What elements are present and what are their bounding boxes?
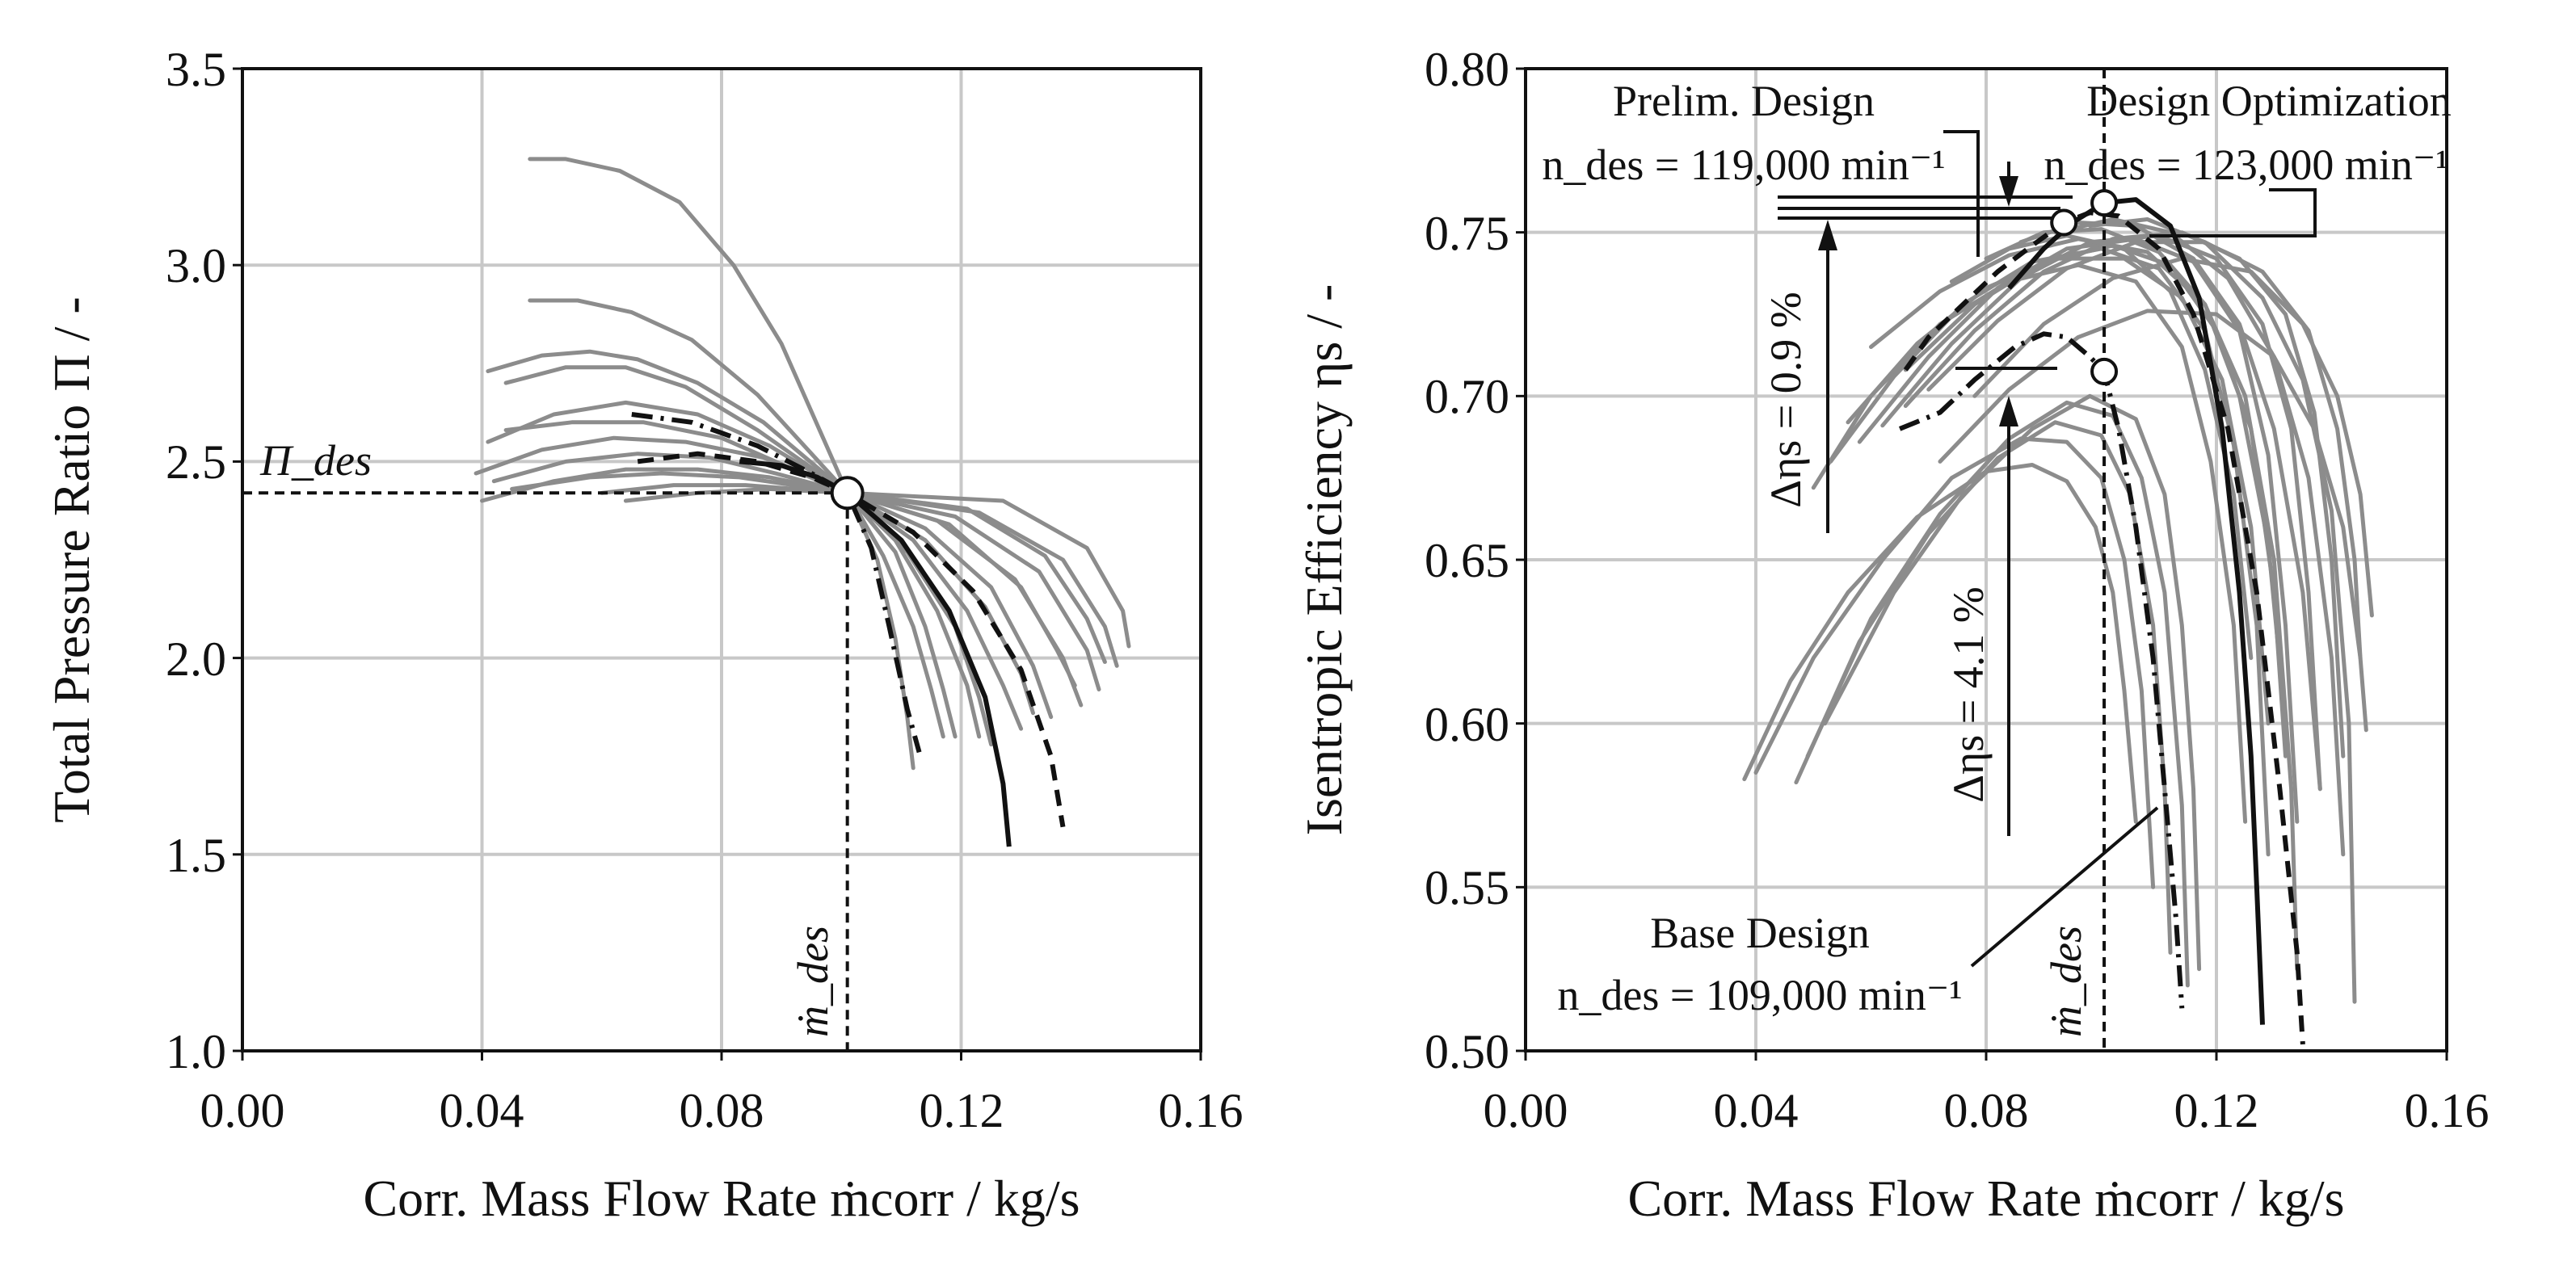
x-tick-label: 0.16	[1159, 1084, 1244, 1137]
y-tick-label: 3.5	[166, 43, 226, 96]
pressure-ratio-x-tick-labels: 0.00 0.04 0.08 0.12 0.16	[200, 1084, 1244, 1137]
peak-efficiency-marker	[2050, 208, 2078, 237]
efficiency-chart: 0.50 0.55 0.60 0.65 0.70 0.75 0.80 0.00 …	[1295, 43, 2490, 1227]
x-tick-label: 0.00	[1484, 1084, 1568, 1137]
peak-efficiency-marker	[2090, 189, 2119, 217]
variant-curve	[486, 349, 850, 495]
variant-curve	[845, 490, 915, 771]
pressure-ratio-y-tick-labels: 1.0 1.5 2.0 2.5 3.0 3.5	[166, 43, 226, 1078]
pressure-ratio-design-point	[830, 476, 865, 510]
highlight-curve	[739, 459, 1012, 847]
y-tick-label: 0.50	[1425, 1025, 1509, 1078]
efficiency-x-axis-label: Corr. Mass Flow Rate ṁcorr / kg/s	[1627, 1170, 2344, 1227]
arrow-head	[1999, 396, 2018, 426]
x-tick-label: 0.12	[2174, 1084, 2259, 1137]
highlight-curve	[1903, 210, 2305, 1045]
variant-curve	[1811, 263, 2248, 824]
pi-des-label: Π_des	[259, 436, 372, 485]
efficiency-variant-curves	[1742, 217, 2374, 1004]
efficiency-plot-frame	[1524, 67, 2448, 1052]
y-tick-label: 3.0	[166, 239, 226, 292]
variant-curve	[1857, 237, 2300, 824]
y-tick-label: 0.65	[1425, 534, 1509, 587]
pressure-ratio-tick-marks	[233, 67, 1202, 1061]
variant-curve	[1753, 436, 2156, 889]
efficiency-grid	[1524, 67, 2448, 1052]
pressure-ratio-design-guides	[242, 491, 849, 1051]
arrow-head	[1818, 220, 1837, 250]
variant-curve	[845, 490, 1101, 691]
y-tick-label: 0.70	[1425, 370, 1509, 423]
y-tick-label: 2.0	[166, 632, 226, 686]
y-tick-label: 0.80	[1425, 43, 1509, 96]
pressure-ratio-grid	[241, 67, 1202, 1052]
x-tick-label: 0.08	[1944, 1084, 2029, 1137]
prelim-design-title: Prelim. Design	[1613, 77, 1875, 125]
variant-curve	[1794, 420, 2173, 955]
variant-curve	[486, 400, 850, 495]
variant-curve	[528, 157, 850, 495]
pressure-ratio-chart: 1.0 1.5 2.0 2.5 3.0 3.5 0.00 0.04 0.08 0…	[43, 43, 1244, 1227]
pressure-ratio-plot-frame	[241, 67, 1202, 1052]
opt-callout-line	[2149, 188, 2317, 237]
variant-curve	[2087, 217, 2357, 1004]
efficiency-y-axis-label: Isentropic Efficiency ηs / -	[1295, 284, 1353, 836]
y-tick-label: 0.55	[1425, 861, 1509, 914]
y-tick-label: 1.0	[166, 1025, 226, 1078]
variant-curve	[845, 490, 1077, 688]
x-tick-label: 0.04	[1714, 1084, 1799, 1137]
highlight-curve	[637, 451, 1066, 828]
variant-curve	[845, 490, 1131, 649]
opt-design-title: Design Optimization	[2086, 77, 2451, 125]
x-tick-label: 0.04	[440, 1084, 524, 1137]
x-tick-label: 0.08	[680, 1084, 764, 1137]
y-tick-label: 0.60	[1425, 698, 1509, 751]
variant-curve	[1926, 240, 2363, 661]
prelim-design-speed: n_des = 119,000 min⁻¹	[1542, 141, 1945, 189]
variant-curve	[845, 490, 945, 739]
variant-curve	[845, 490, 958, 739]
x-tick-label: 0.16	[2405, 1084, 2490, 1137]
prelim-callout-line	[1943, 130, 1980, 257]
mdot-des-label-right: ṁ_des	[2042, 926, 2090, 1037]
variant-curve	[1805, 400, 2190, 988]
delta-large-label: Δηs = 4.1 %	[1944, 586, 1993, 802]
pressure-ratio-y-axis-label: Total Pressure Ratio Π / -	[43, 296, 100, 822]
variant-curve	[845, 490, 1054, 720]
pressure-ratio-x-axis-label: Corr. Mass Flow Rate ṁcorr / kg/s	[363, 1170, 1080, 1227]
design-point-marker	[830, 476, 865, 510]
efficiency-peak-points	[2050, 189, 2119, 385]
y-tick-label: 2.5	[166, 435, 226, 489]
delta-arrow-heads	[1818, 176, 2018, 426]
efficiency-x-tick-labels: 0.00 0.04 0.08 0.12 0.16	[1484, 1084, 2490, 1137]
variant-curve	[503, 365, 850, 495]
base-design-title: Base Design	[1650, 909, 1869, 957]
highlight-curve	[1898, 331, 2185, 1009]
y-tick-label: 0.75	[1425, 207, 1509, 260]
arrow-head	[1999, 176, 2018, 207]
base-design-speed: n_des = 109,000 min⁻¹	[1557, 971, 1962, 1019]
variant-curve	[1742, 463, 2138, 824]
base-callout-line	[1970, 806, 2159, 968]
efficiency-y-tick-labels: 0.50 0.55 0.60 0.65 0.70 0.75 0.80	[1425, 43, 1509, 1078]
mdot-des-label-left: ṁ_des	[789, 926, 837, 1037]
variant-curve	[1972, 256, 2374, 618]
y-tick-label: 1.5	[166, 829, 226, 882]
x-tick-label: 0.00	[200, 1084, 285, 1137]
peak-efficiency-marker	[2090, 357, 2119, 385]
variant-curve	[845, 490, 1107, 664]
x-tick-label: 0.12	[920, 1084, 1004, 1137]
delta-small-label: Δηs = 0.9 %	[1762, 292, 1810, 507]
variant-curve	[510, 471, 850, 495]
variant-curve	[623, 486, 850, 503]
delta-annotations	[1778, 130, 2317, 968]
variant-curve	[528, 298, 850, 495]
opt-design-speed: n_des = 123,000 min⁻¹	[2044, 141, 2448, 189]
variant-curve	[845, 490, 1024, 731]
pressure-ratio-variant-curves	[474, 157, 1131, 771]
